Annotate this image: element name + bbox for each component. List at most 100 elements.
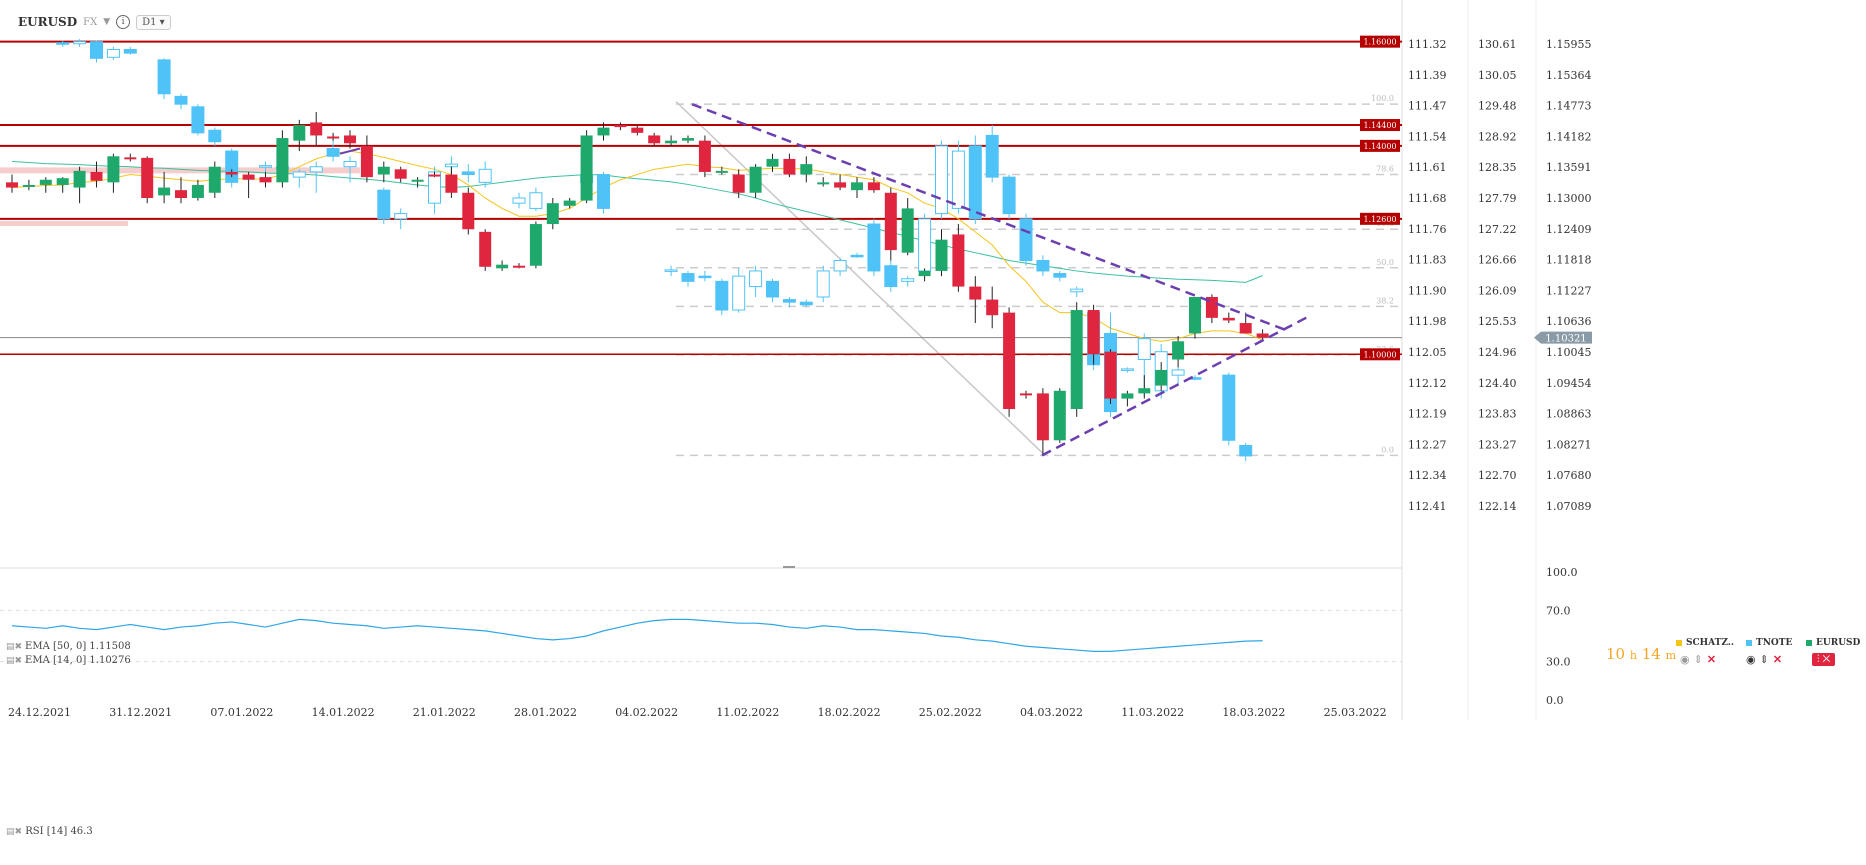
level-tag [1360, 139, 1400, 152]
tnote-candle [833, 260, 847, 272]
eurusd-candle [969, 286, 982, 300]
eurusd-candle [39, 179, 52, 185]
level-tag [1360, 348, 1400, 361]
indicator-settings-icon[interactable]: ▤✖ [6, 641, 23, 652]
upper-trendline [691, 103, 1289, 333]
fib-level-label: 50.0 [1376, 258, 1394, 267]
eurusd-candle [766, 158, 779, 167]
eurusd-candle [834, 182, 847, 188]
legend-eurusd-label: EURUSD [1816, 638, 1861, 648]
x-axis-label: 24.12.2021 [8, 706, 71, 719]
eurusd-candle [1104, 351, 1117, 399]
eurusd-candle [293, 125, 306, 141]
eurusd-candle [884, 192, 897, 251]
level-tag-label: 1.10000 [1363, 350, 1396, 359]
x-axis-label: 07.01.2022 [210, 706, 273, 719]
tnote-scale-tick: 124.96 [1478, 346, 1517, 359]
schatz-scale-tick: 112.05 [1408, 346, 1447, 359]
schatz-controls: ◉ ⇕ ✕ [1680, 653, 1716, 666]
sort-icon[interactable]: ⇕ [1693, 653, 1703, 666]
eurusd-candle [394, 169, 407, 179]
symbol-name[interactable]: EURUSD [18, 15, 78, 29]
eurusd-candle [867, 182, 880, 191]
eurusd-candle [1222, 317, 1235, 321]
tnote-scale-tick: 127.79 [1478, 192, 1517, 205]
eurusd-candle [817, 182, 830, 185]
tnote-candle [918, 218, 932, 272]
x-axis-label: 25.02.2022 [919, 706, 982, 719]
rsi-scale-tick: 100.0 [1546, 566, 1578, 579]
close-icon[interactable]: ✕ [1772, 653, 1783, 666]
eurusd-candle [107, 156, 120, 183]
close-icon[interactable]: ✕ [1706, 653, 1717, 666]
tnote-candle [935, 145, 948, 215]
eurusd-candle [1070, 310, 1083, 410]
timeframe-select[interactable]: D1 ▾ [136, 14, 171, 30]
eurusd-candle [22, 184, 35, 187]
indicator-ema14[interactable]: ▤✖ EMA [14, 0] 1.10276 [6, 655, 131, 666]
rsi-label-text: RSI [14] 46.3 [25, 826, 93, 837]
tnote-candle [106, 48, 120, 58]
level-tag-label: 1.14000 [1363, 142, 1396, 151]
legend-eurusd[interactable]: EURUSD [1806, 638, 1860, 648]
tnote-candle [698, 275, 712, 279]
schatz-scale-tick: 111.98 [1408, 315, 1447, 328]
eye-icon[interactable]: ◉ [1680, 653, 1690, 666]
eye-icon[interactable]: ◉ [1746, 653, 1756, 666]
eurusd-candle [563, 200, 576, 206]
eurusd-candle [327, 136, 340, 139]
eurusd-scale-tick: 1.15955 [1546, 38, 1592, 51]
eurusd-candle [1256, 333, 1269, 338]
ema50-line [11, 161, 1263, 283]
chevron-down-icon[interactable]: ▼ [103, 17, 111, 27]
tnote-candle [985, 134, 999, 178]
eurusd-candle [175, 190, 187, 198]
eurusd-candle [682, 138, 694, 141]
eurusd-scale-tick: 1.14182 [1546, 130, 1592, 143]
rsi-indicator-label[interactable]: ▤✖ RSI [14] 46.3 [6, 826, 93, 837]
schatz-scale-tick: 111.83 [1408, 254, 1447, 267]
legend-schatz[interactable]: SCHATZ.. [1676, 638, 1734, 648]
indicator-settings-icon[interactable]: ▤✖ [6, 655, 23, 666]
tnote-candle [1137, 338, 1151, 361]
schatz-scale-tick: 111.61 [1408, 161, 1447, 174]
level-tag-label: 1.14400 [1363, 121, 1396, 130]
eurusd-candle [952, 234, 965, 287]
eurusd-candle [749, 166, 762, 193]
eurusd-scale-tick: 1.13591 [1546, 161, 1592, 174]
eurusd-scale-tick: 1.15364 [1546, 69, 1592, 82]
schatz-scale-tick: 111.39 [1408, 69, 1447, 82]
eurusd-candle [597, 127, 610, 136]
eurusd-candle [496, 264, 509, 269]
eurusd-candle [428, 174, 441, 177]
tnote-candle [732, 275, 746, 311]
eurusd-candle [1121, 393, 1134, 399]
eurusd-candle [918, 270, 931, 277]
eurusd-scale-tick: 1.13000 [1546, 192, 1592, 205]
eurusd-scale-tick: 1.07680 [1546, 469, 1592, 482]
legend-tnote[interactable]: TNOTE [1746, 638, 1792, 648]
sort-icon[interactable]: ⇕ [1759, 653, 1769, 666]
indicator-settings-icon[interactable]: ▤✖ [6, 827, 23, 837]
tnote-candle [309, 166, 323, 173]
eurusd-candle [698, 140, 711, 172]
level-tag [1360, 35, 1400, 48]
candle-type-icon[interactable]: ⫶ ✕ [1812, 653, 1836, 666]
rsi-line [11, 618, 1263, 652]
eurusd-swatch [1806, 640, 1812, 646]
eurusd-candle [56, 178, 69, 185]
eurusd-candle [1172, 341, 1185, 360]
indicator-ema50[interactable]: ▤✖ EMA [50, 0] 1.11508 [6, 641, 131, 652]
indicator-label: EMA [14, 0] 1.10276 [25, 655, 131, 666]
tnote-candle [512, 197, 526, 204]
legend-tnote-label: TNOTE [1756, 638, 1793, 648]
rsi-scale-tick: 70.0 [1546, 604, 1571, 617]
eurusd-candle [90, 171, 103, 181]
tnote-candle [444, 163, 458, 168]
tnote-candle [867, 223, 881, 272]
tnote-candle [73, 41, 87, 45]
info-icon[interactable]: i [116, 15, 131, 29]
tnote-controls: ◉ ⇕ ✕ [1746, 653, 1782, 666]
